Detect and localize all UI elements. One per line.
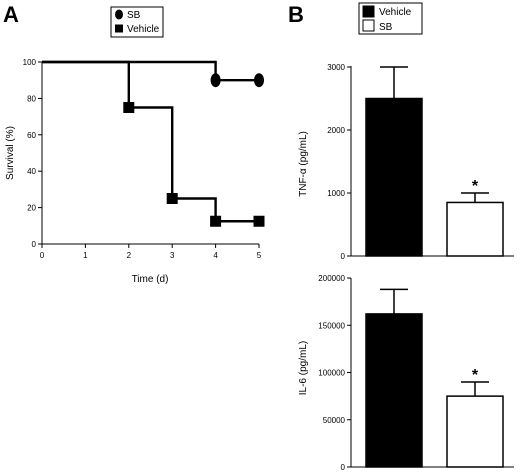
tnf-y-tick-label: 3000 [327,63,345,72]
il6-y-tick-label: 50000 [323,416,346,425]
survival-x-tick-label: 2 [127,251,132,260]
cytokine-legend-vehicle-label: Vehicle [379,7,412,18]
cytokine-legend: Vehicle SB [358,2,423,35]
survival-point-sb [254,73,264,88]
survival-y-tick-label: 40 [27,167,36,176]
survival-line-vehicle [42,60,259,223]
il6-chart: 0 50000 100000 150000 200000 * IL-6 (pg/mL) [298,274,514,472]
tnf-y-label: TNF-α (pg/mL) [298,131,309,197]
survival-tick-layer: 0 1 2 3 4 5 0 20 40 60 80 100 [23,58,262,260]
survival-x-tick-label: 4 [213,251,218,260]
survival-x-tick-label: 1 [83,251,88,260]
tnf-y-tick-label: 1000 [327,189,345,198]
survival-line-sb [42,60,259,82]
legend-marker-vehicle [115,24,123,33]
survival-y-tick-label: 100 [23,58,37,67]
il6-y-tick-label: 150000 [318,321,345,330]
survival-point-vehicle [210,215,222,227]
tnf-y-tick-label: 0 [341,252,346,261]
legend-swatch-sb [362,19,375,32]
panel-letter-b: B [288,2,304,27]
il6-y-tick-label: 200000 [318,274,345,283]
il6-bar-vehicle [365,313,423,468]
cytokine-legend-box [358,2,423,35]
tnf-tick-layer: 0 1000 2000 3000 [327,63,351,261]
tnf-y-tick-label: 2000 [327,126,345,135]
survival-marker-layer [123,73,265,227]
survival-line-layer [42,60,259,223]
survival-x-tick-label: 5 [257,251,262,260]
legend-marker-sb [115,9,123,20]
il6-y-tick-label: 0 [341,463,346,472]
panel-letter-a: A [3,2,19,27]
cytokine-legend-sb-label: SB [379,22,393,33]
survival-legend-vehicle-label: Vehicle [127,24,160,35]
tnf-bar-layer: * [365,66,504,257]
survival-legend-sb-label: SB [127,10,141,21]
tnf-significance-sb: * [472,178,479,195]
survival-point-sb [210,73,221,88]
survival-x-tick-label: 3 [170,251,175,260]
survival-x-tick-label: 0 [40,251,45,260]
survival-x-label: Time (d) [132,274,169,285]
il6-significance-sb: * [472,367,479,384]
survival-y-tick-label: 80 [27,94,36,103]
il6-y-tick-label: 100000 [318,369,345,378]
tnf-chart: 0 1000 2000 3000 * TNF-α (pg/mL) [298,63,514,261]
tnf-bar-vehicle [365,97,423,257]
survival-point-vehicle [123,102,135,113]
survival-y-tick-label: 20 [27,204,36,213]
il6-tick-layer: 0 50000 100000 150000 200000 [318,274,351,472]
legend-swatch-vehicle [362,5,375,18]
il6-y-label: IL-6 (pg/mL) [298,341,309,395]
tnf-bar-sb [446,201,504,257]
survival-point-vehicle [166,193,178,204]
survival-point-vehicle [253,215,265,227]
survival-chart: SB Vehicle 0 1 2 3 4 5 0 20 40 60 80 100 Survival (… [5,6,265,285]
il6-bar-layer: * [365,288,504,468]
survival-y-tick-label: 0 [32,240,37,249]
survival-y-tick-label: 60 [27,131,36,140]
survival-y-label: Survival (%) [5,126,16,180]
il6-bar-sb [446,395,504,468]
